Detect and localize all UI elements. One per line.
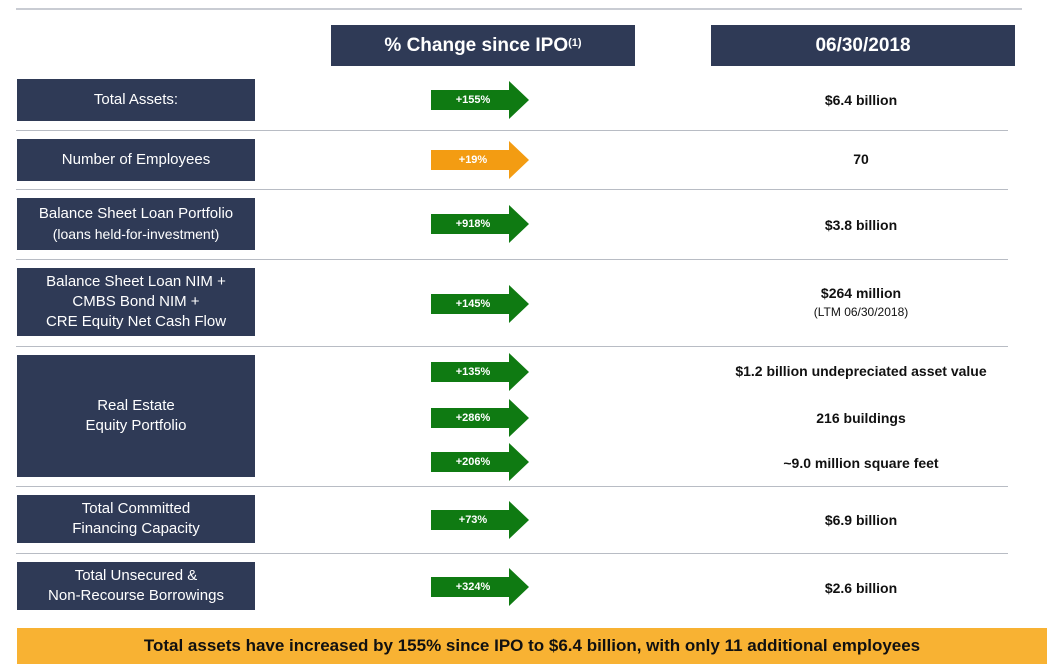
- change-arrow-real-estate-value: +135%: [431, 353, 529, 391]
- change-value: +324%: [455, 581, 491, 593]
- arrow-shape: [431, 205, 529, 243]
- change-arrow-real-estate-buildings: +286%: [431, 399, 529, 437]
- arrow-shape: [431, 443, 529, 481]
- label-number-of-employees: Number of Employees: [17, 139, 255, 181]
- header-change-since-ipo: % Change since IPO (1): [331, 25, 635, 66]
- value-text: ~9.0 million square feet: [783, 455, 939, 471]
- arrow-shape: [431, 399, 529, 437]
- label-line: Real Estate: [97, 397, 175, 414]
- value-text: 216 buildings: [816, 410, 906, 426]
- label-real-estate: Real Estate Equity Portfolio: [17, 355, 255, 477]
- top-rule: [16, 8, 1022, 10]
- value-text: $6.9 billion: [824, 512, 898, 528]
- row-separator: [16, 130, 1008, 131]
- label-line: Balance Sheet Loan NIM +: [46, 273, 226, 290]
- change-value: +918%: [455, 218, 491, 230]
- change-arrow-employees: +19%: [431, 141, 529, 179]
- header-date-text: 06/30/2018: [815, 34, 911, 56]
- summary-banner: Total assets have increased by 155% sinc…: [17, 628, 1047, 664]
- arrow-shape: [431, 568, 529, 606]
- value-total-assets: $6.4 billion: [710, 92, 1012, 108]
- label-line: Total Unsecured &: [74, 567, 198, 584]
- arrow-shape: [431, 141, 529, 179]
- change-value: +286%: [455, 412, 491, 424]
- label-line: CRE Equity Net Cash Flow: [45, 313, 227, 330]
- value-borrowings: $2.6 billion: [710, 580, 1012, 596]
- label-line: Total Committed: [81, 500, 191, 517]
- value-financing: $6.9 billion: [710, 512, 1012, 528]
- row-separator: [16, 259, 1008, 260]
- change-arrow-financing: +73%: [431, 501, 529, 539]
- change-arrow-loan-portfolio: +918%: [431, 205, 529, 243]
- arrow-shape: [431, 81, 529, 119]
- value-text: $1.2 billion undepreciated asset value: [735, 363, 987, 379]
- change-value: +19%: [458, 154, 488, 166]
- arrow-shape: [431, 353, 529, 391]
- row-separator: [16, 553, 1008, 554]
- footnote-marker: (1): [568, 36, 582, 49]
- row-separator: [16, 346, 1008, 347]
- change-arrow-total-assets: +155%: [431, 81, 529, 119]
- label-line: (loans held-for-investment): [52, 226, 220, 242]
- value-real-estate-asset-value: $1.2 billion undepreciated asset value: [710, 363, 1012, 379]
- value-text: $264 million: [820, 285, 902, 301]
- value-real-estate-sqft: ~9.0 million square feet: [710, 455, 1012, 471]
- change-arrow-real-estate-sqft: +206%: [431, 443, 529, 481]
- value-real-estate-buildings: 216 buildings: [710, 410, 1012, 426]
- value-loan-portfolio: $3.8 billion: [710, 217, 1012, 233]
- label-borrowings: Total Unsecured & Non-Recourse Borrowing…: [17, 562, 255, 610]
- label-line: Non-Recourse Borrowings: [48, 587, 224, 604]
- change-value: +135%: [455, 366, 491, 378]
- label-line: CMBS Bond NIM +: [72, 293, 200, 310]
- value-subtext: (LTM 06/30/2018): [813, 305, 909, 319]
- value-text: $2.6 billion: [824, 580, 898, 596]
- change-value: +206%: [455, 456, 491, 468]
- arrow-shape: [431, 501, 529, 539]
- change-arrow-nim: +145%: [431, 285, 529, 323]
- header-change-text: % Change since IPO: [384, 34, 569, 56]
- row-separator: [16, 486, 1008, 487]
- change-value: +73%: [458, 514, 488, 526]
- value-nim: $264 million (LTM 06/30/2018): [710, 285, 1012, 319]
- header-date: 06/30/2018: [711, 25, 1015, 66]
- row-separator: [16, 189, 1008, 190]
- label-line: Balance Sheet Loan Portfolio: [38, 205, 234, 222]
- value-text: $3.8 billion: [824, 217, 898, 233]
- value-text: $6.4 billion: [824, 92, 898, 108]
- label-total-assets: Total Assets:: [17, 79, 255, 121]
- value-employees: 70: [710, 151, 1012, 167]
- label-loan-portfolio: Balance Sheet Loan Portfolio (loans held…: [17, 198, 255, 250]
- change-arrow-borrowings: +324%: [431, 568, 529, 606]
- label-text: Number of Employees: [61, 151, 211, 168]
- label-line: Financing Capacity: [72, 520, 200, 537]
- change-value: +155%: [455, 94, 491, 106]
- value-text: 70: [853, 151, 869, 167]
- summary-banner-text: Total assets have increased by 155% sinc…: [143, 636, 921, 655]
- label-nim: Balance Sheet Loan NIM + CMBS Bond NIM +…: [17, 268, 255, 336]
- label-text: Total Assets:: [93, 91, 179, 108]
- label-financing-capacity: Total Committed Financing Capacity: [17, 495, 255, 543]
- change-value: +145%: [455, 298, 491, 310]
- arrow-shape: [431, 285, 529, 323]
- label-line: Equity Portfolio: [85, 417, 187, 434]
